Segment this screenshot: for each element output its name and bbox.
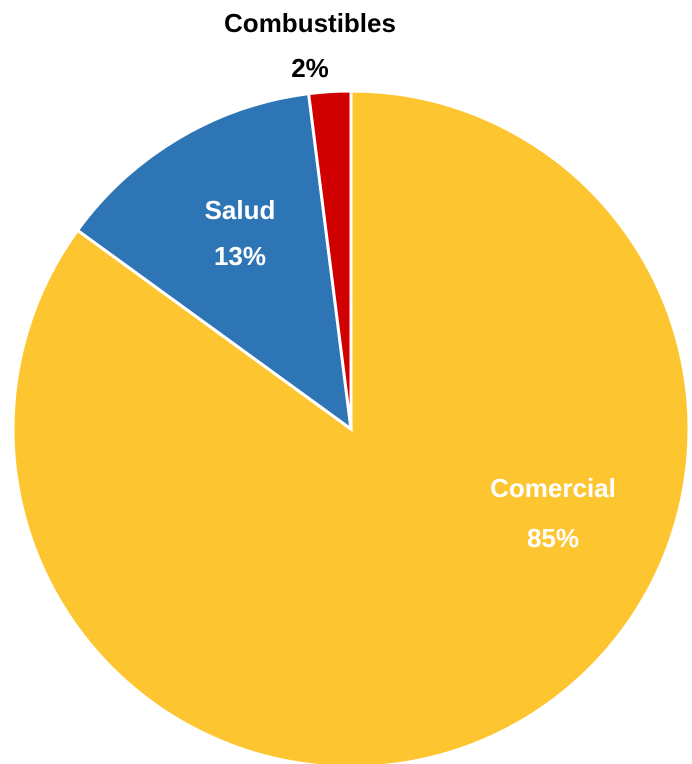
slice-value-label: 85%	[527, 523, 579, 553]
slice-label: Salud	[205, 195, 276, 225]
slice-label: Comercial	[490, 473, 616, 503]
pie-slice	[306, 89, 353, 430]
pie-slice	[75, 91, 353, 433]
pie-slice	[11, 89, 691, 764]
slice-label: Combustibles	[224, 8, 396, 38]
slice-value-label: 2%	[291, 53, 329, 83]
slice-value-label: 13%	[214, 241, 266, 271]
